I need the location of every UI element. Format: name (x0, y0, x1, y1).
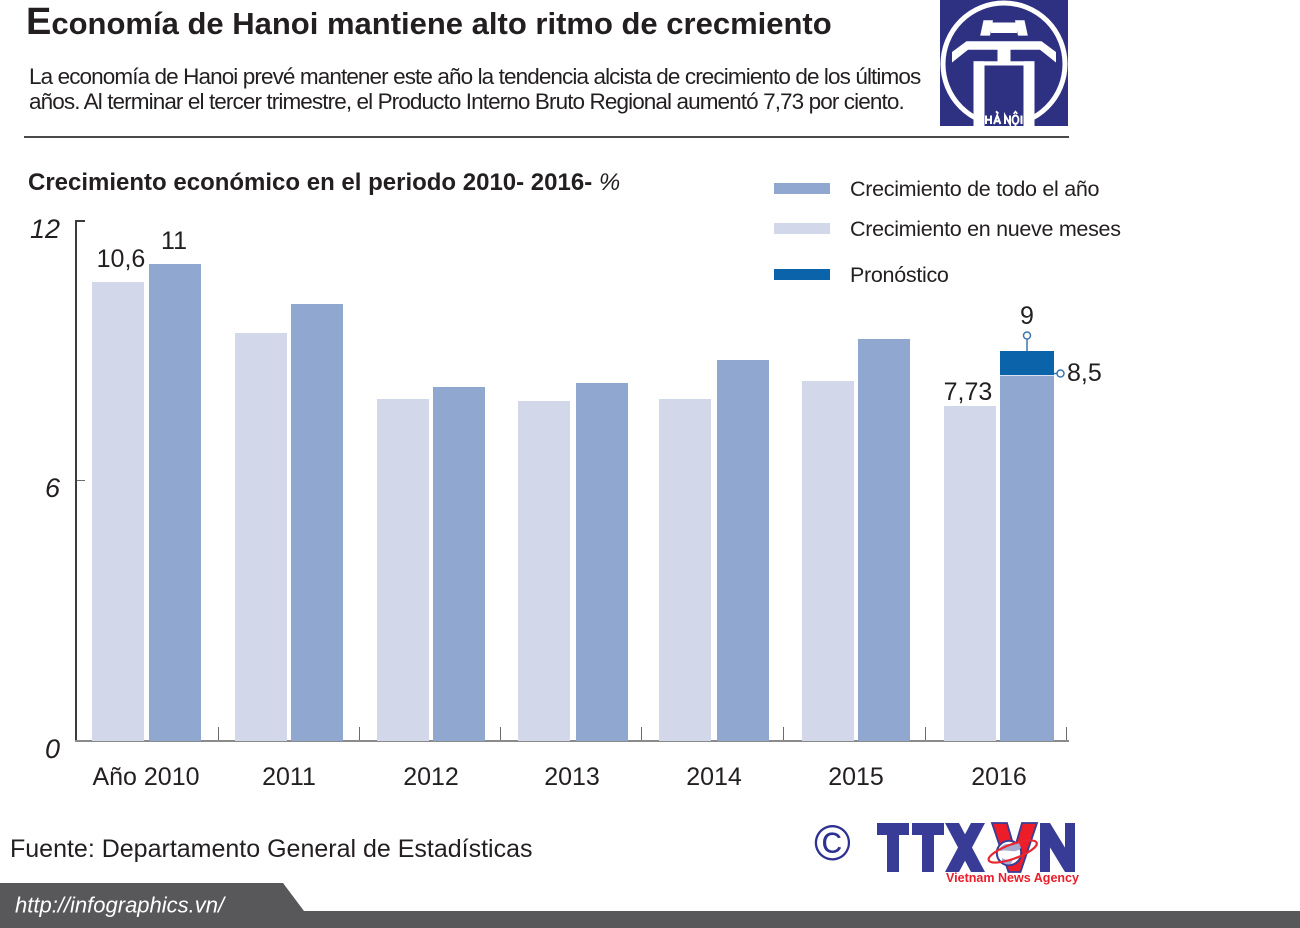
svg-text:http://infographics.vn/: http://infographics.vn/ (15, 893, 226, 918)
svg-text:Vietnam News Agency: Vietnam News Agency (946, 870, 1080, 885)
